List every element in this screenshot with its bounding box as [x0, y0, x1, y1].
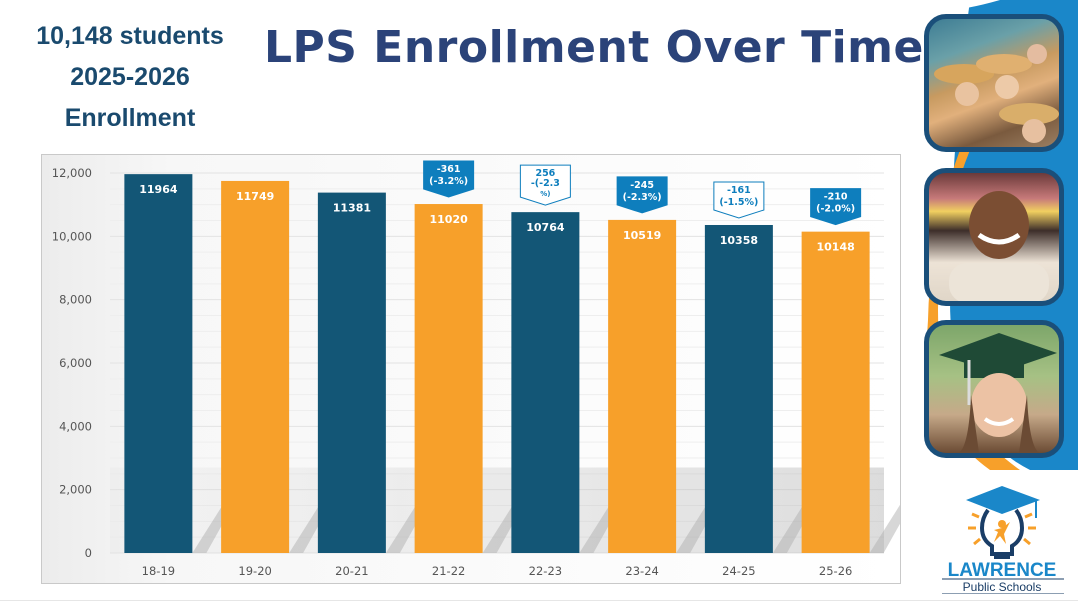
enrollment-bar-chart: 11964 11749 11381 11020 10764 10519 10358 10148… [52, 160, 900, 578]
y-tick-label: 8,000 [59, 293, 92, 307]
change-callout-text: -161 [727, 185, 751, 196]
bar-value-label: 11749 [236, 190, 274, 203]
bar-22-23 [511, 212, 580, 553]
x-tick-label: 20-21 [335, 564, 368, 578]
school-year: 2025-2026 [70, 63, 190, 91]
enrollment-label: Enrollment [64, 104, 196, 132]
y-tick-label: 2,000 [59, 483, 92, 497]
x-tick-label: 25-26 [819, 564, 852, 578]
change-callout-text: -361 [437, 164, 461, 175]
change-callout [519, 164, 571, 206]
students-photo-icon [934, 44, 1059, 143]
bar-value-label: 10764 [526, 221, 565, 234]
change-callout [423, 160, 475, 198]
x-tick-label: 22-23 [529, 564, 562, 578]
x-tick-label: 18-19 [142, 564, 175, 578]
change-callout-text: -245 [630, 180, 654, 191]
change-callout-text: -(-2.3 [531, 178, 560, 189]
x-tick-label: 21-22 [432, 564, 465, 578]
bar-value-label: 11020 [429, 213, 468, 226]
bar-25-26 [801, 231, 870, 553]
bar-shadow [869, 504, 900, 553]
x-tick-label: 24-25 [722, 564, 755, 578]
y-tick-label: 4,000 [59, 419, 92, 433]
logo-subtitle: Public Schools [963, 580, 1042, 594]
enrollment-summary: 10,148 students 2025-2026 Enrollment [10, 16, 250, 139]
graduate-photo-icon [939, 333, 1057, 453]
page-title: LPS Enrollment Over Time [264, 22, 924, 73]
bar-24-25 [704, 224, 773, 553]
bar-value-label: 10148 [816, 241, 854, 254]
photo-students-hats [924, 14, 1064, 152]
y-tick-label: 6,000 [59, 356, 92, 370]
bottom-divider [0, 600, 1078, 601]
bar-value-label: 11381 [333, 202, 371, 215]
bar-value-label: 10519 [623, 229, 661, 242]
change-callout-text: (-1.5%) [719, 197, 758, 208]
y-tick-label: 10,000 [52, 229, 92, 243]
child-photo-icon [949, 191, 1049, 301]
change-callout [616, 176, 668, 214]
lightbulb-graduation-cap-icon: LAWRENCE Public Schools [942, 486, 1064, 595]
change-callout-text: (-2.0%) [816, 204, 855, 215]
photo-graduate [924, 320, 1064, 458]
bar-19-20 [221, 180, 290, 553]
y-tick-label: 0 [85, 546, 92, 560]
bar-value-label: 10358 [720, 234, 758, 247]
x-tick-label: 19-20 [238, 564, 271, 578]
photo-smiling-child [924, 168, 1064, 306]
bar-23-24 [608, 219, 677, 554]
change-callout-text: 256 [535, 168, 555, 179]
change-callout-text: (-3.2%) [429, 176, 468, 187]
change-callout-text: -210 [824, 192, 848, 203]
lawrence-public-schools-logo: LAWRENCE Public Schools [936, 484, 1070, 595]
x-tick-label: 23-24 [625, 564, 658, 578]
student-count: 10,148 students [36, 22, 224, 50]
logo-name: LAWRENCE [948, 560, 1057, 581]
chart-frame: 11964 11749 11381 11020 10764 10519 10358 10148… [41, 154, 901, 584]
change-callout [810, 188, 862, 226]
bar-18-19 [124, 174, 193, 553]
change-callout [713, 181, 765, 219]
change-callout-text: (-2.3%) [623, 192, 662, 203]
bar-20-21 [317, 192, 386, 553]
bar-21-22 [414, 204, 483, 553]
change-callout-text: %) [540, 190, 550, 198]
bar-value-label: 11964 [139, 183, 178, 196]
y-tick-label: 12,000 [52, 166, 92, 180]
